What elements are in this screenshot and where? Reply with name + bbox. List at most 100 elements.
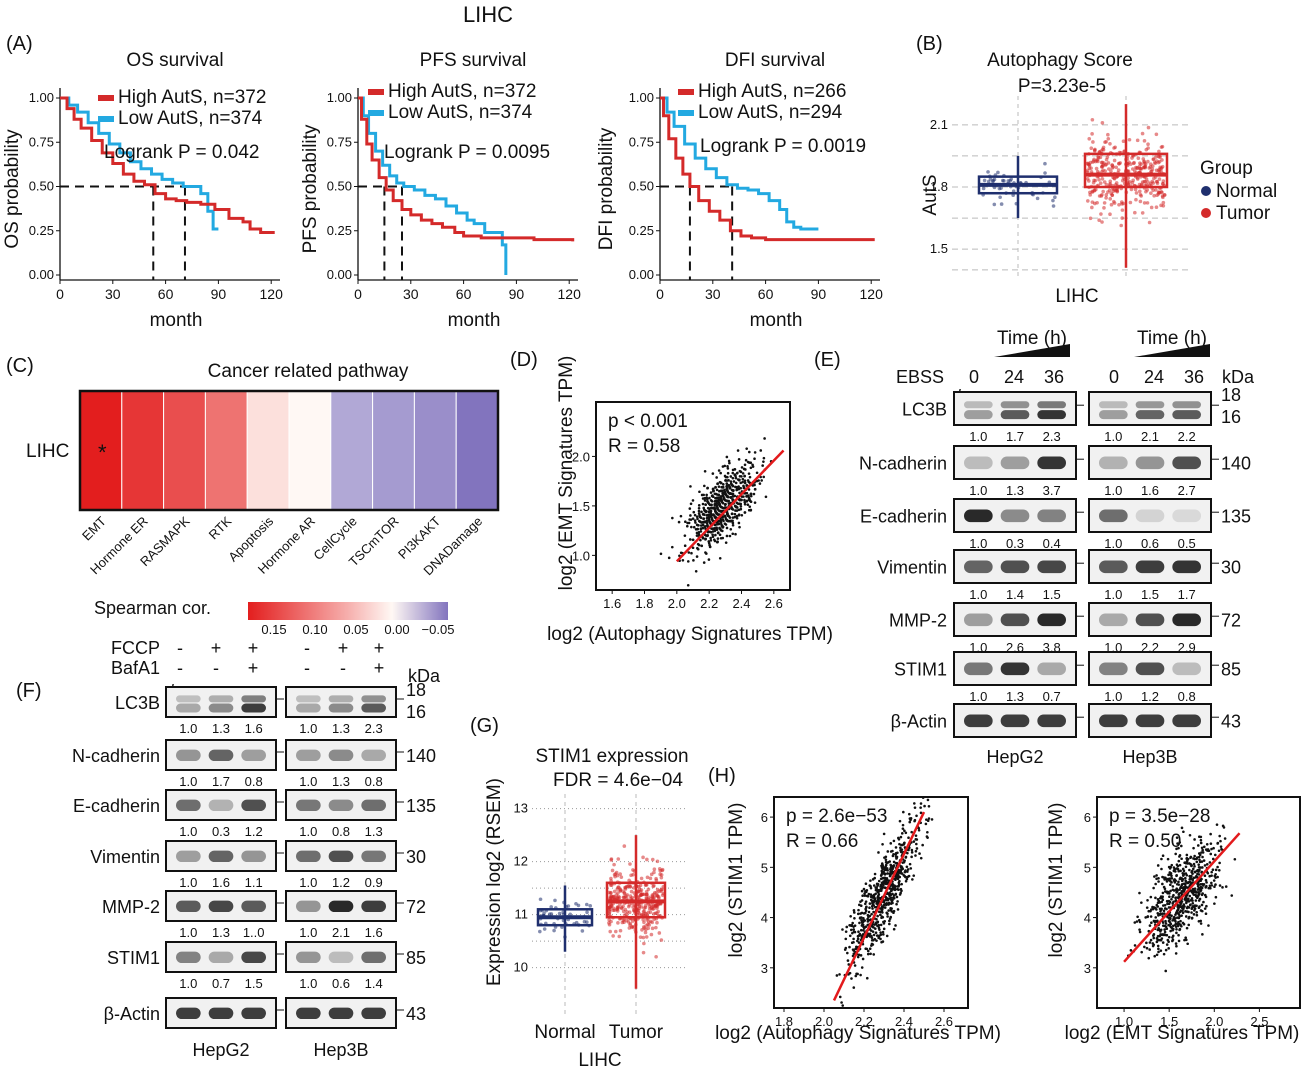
- blot-band: [241, 703, 266, 713]
- treatment-label: BafA1: [111, 658, 160, 678]
- scatter-point: [1160, 857, 1163, 861]
- kda-value: 135: [1221, 507, 1251, 527]
- jitter-point: [641, 917, 645, 922]
- scatter-point: [758, 482, 762, 485]
- scatter-point: [751, 465, 755, 468]
- scatter-point: [1199, 835, 1203, 839]
- scatter-point: [1175, 863, 1179, 867]
- jitter-point: [1115, 189, 1120, 194]
- survival-curve: [660, 96, 819, 231]
- scatter-point: [724, 516, 727, 519]
- jitter-point: [609, 876, 613, 881]
- scatter-point: [1161, 912, 1164, 915]
- scatter-point: [889, 863, 893, 867]
- scatter-point: [1191, 872, 1194, 875]
- scatter-point: [872, 884, 876, 887]
- jitter-point: [1104, 196, 1108, 200]
- scatter-point: [902, 860, 906, 864]
- scatter-point: [864, 911, 867, 915]
- scatter-point: [717, 469, 721, 472]
- scatter-point: [1201, 933, 1204, 936]
- scatter-point: [1206, 871, 1210, 875]
- scatter-point: [1163, 924, 1167, 928]
- blot-quant-value: 1.0: [969, 587, 987, 602]
- scatter-point: [894, 878, 897, 882]
- scatter-point: [728, 486, 732, 490]
- scatter-point: [707, 501, 710, 504]
- jitter-point: [644, 935, 649, 939]
- jitter-point: [658, 868, 663, 873]
- scatter-point: [1200, 903, 1204, 907]
- jitter-point: [630, 919, 635, 923]
- jitter-point: [628, 862, 632, 866]
- scatter-point: [841, 1004, 845, 1007]
- jitter-point: [1118, 161, 1122, 165]
- scatter-point: [699, 516, 703, 520]
- jitter-point: [1135, 138, 1140, 143]
- blot-quant-value: 1.3: [212, 925, 230, 940]
- scatter-point: [1223, 837, 1227, 840]
- scatter-point: [695, 534, 699, 537]
- scatter-point: [723, 474, 727, 478]
- scatter-point: [1210, 884, 1214, 887]
- jitter-point: [1154, 159, 1159, 163]
- jitter-point: [652, 912, 656, 916]
- scatter-point: [888, 919, 891, 923]
- scatter-point: [900, 882, 903, 886]
- panel-label-g: (G): [470, 715, 499, 737]
- regression-line: [1123, 832, 1241, 963]
- scatter-point: [749, 466, 753, 470]
- scatter-point: [1187, 923, 1191, 927]
- blot-band: [1099, 613, 1128, 627]
- scatter-point: [865, 905, 868, 909]
- legend-title: Group: [1200, 158, 1253, 179]
- blot-band: [328, 703, 354, 713]
- scatter-point: [892, 839, 896, 843]
- jitter-point: [1142, 201, 1147, 205]
- scatter-point: [889, 893, 893, 897]
- time-gradient-wedge: [994, 344, 1070, 357]
- scatter-point: [737, 487, 741, 491]
- jitter-point: [1161, 182, 1165, 186]
- scatter-point: [860, 924, 864, 927]
- jitter-point: [629, 925, 634, 930]
- scatter-point: [897, 837, 901, 841]
- legend-swatch: [98, 95, 114, 101]
- scatter-point: [877, 923, 881, 927]
- scatter-point: [860, 920, 864, 924]
- scatter-point: [715, 523, 719, 526]
- lane-label: 36: [1184, 367, 1204, 387]
- scatter-point: [1167, 873, 1170, 877]
- scatter-point: [738, 478, 741, 482]
- time-label: Time (h): [1137, 328, 1207, 349]
- scatter-point: [1154, 896, 1157, 900]
- scatter-point: [876, 914, 879, 918]
- scatter-point: [711, 527, 715, 530]
- scatter-point: [903, 870, 907, 873]
- category-label: Normal: [534, 1022, 595, 1043]
- scatter-point: [711, 533, 714, 536]
- scatter-point: [880, 881, 884, 885]
- jitter-point: [1103, 140, 1107, 144]
- scatter-point: [865, 894, 869, 898]
- scatter-point: [710, 503, 713, 507]
- jitter-point: [1144, 177, 1149, 181]
- jitter-point: [1134, 191, 1139, 195]
- scatter-point: [885, 911, 888, 915]
- scatter-point: [739, 481, 743, 485]
- scatter-point: [1180, 857, 1183, 861]
- scatter-point: [1164, 922, 1168, 925]
- scatter-point: [737, 521, 741, 525]
- blot-band: [1135, 509, 1165, 523]
- scatter-point: [892, 911, 895, 914]
- scatter-point: [1194, 899, 1198, 902]
- scatter-point: [1201, 882, 1204, 886]
- scatter-point: [715, 501, 719, 505]
- scatter-point: [870, 936, 874, 940]
- jitter-point: [1151, 188, 1155, 193]
- scatter-point: [896, 908, 900, 911]
- jitter-point: [618, 928, 623, 933]
- scatter-point: [846, 959, 850, 962]
- scatter-point: [1135, 920, 1139, 923]
